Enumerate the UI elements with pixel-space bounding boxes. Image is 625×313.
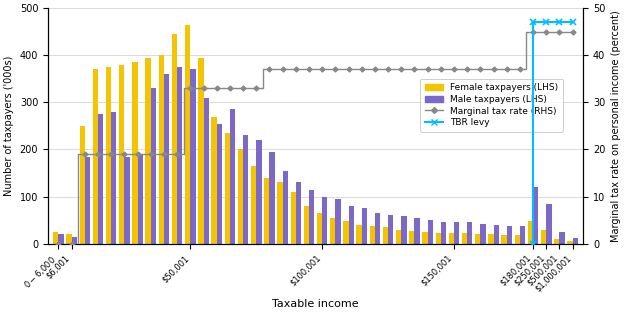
Bar [428,220,433,244]
Bar [124,156,129,244]
Bar [291,192,296,244]
Bar [164,74,169,244]
Bar [467,223,472,244]
Bar [362,208,367,244]
Bar [230,110,235,244]
Bar [185,25,191,244]
Bar [317,213,322,244]
Bar [436,233,441,244]
Bar [85,156,90,244]
Bar [494,225,499,244]
Y-axis label: Marginal tax rate on personal income (percent): Marginal tax rate on personal income (pe… [611,10,621,242]
Bar [191,69,196,244]
Bar [520,226,525,244]
Bar [475,234,481,244]
Bar [204,98,209,244]
Bar [514,235,520,244]
Bar [217,124,222,244]
Bar [441,222,446,244]
Bar [119,65,124,244]
Bar [336,199,341,244]
Bar [304,206,309,244]
Bar [382,227,388,244]
Bar [401,216,406,244]
Bar [159,55,164,244]
Bar [177,67,182,244]
Bar [151,88,156,244]
Bar [568,241,572,244]
Bar [369,226,375,244]
Bar [541,229,546,244]
Bar [59,234,64,244]
Bar [375,213,380,244]
Bar [396,229,401,244]
Bar [414,218,420,244]
Bar [554,239,559,244]
Bar [481,224,486,244]
Bar [322,197,328,244]
Bar [251,166,256,244]
Bar [572,238,578,244]
Bar [269,152,275,244]
Bar [309,189,314,244]
Bar [501,235,507,244]
Bar [132,62,138,244]
Bar [66,234,72,244]
Bar [454,223,459,244]
Legend: Female taxpayers (LHS), Male taxpayers (LHS), Marginal tax rate (RHS), TBR levy: Female taxpayers (LHS), Male taxpayers (… [420,79,562,132]
Bar [343,221,349,244]
Bar [172,34,177,244]
Bar [507,226,512,244]
Bar [388,215,393,244]
Bar [198,58,204,244]
Y-axis label: Number of taxpayers ('000s): Number of taxpayers ('000s) [4,56,14,196]
Bar [330,218,336,244]
Bar [462,233,467,244]
Bar [449,233,454,244]
Bar [488,234,494,244]
Bar [138,154,143,244]
Bar [72,237,77,244]
Bar [296,182,301,244]
Bar [559,232,565,244]
Bar [211,116,217,244]
Bar [422,232,428,244]
Bar [264,178,269,244]
Bar [256,140,261,244]
Bar [79,126,85,244]
Bar [224,133,230,244]
Bar [356,225,362,244]
Bar [53,232,59,244]
X-axis label: Taxable income: Taxable income [272,299,359,309]
Bar [92,69,98,244]
Bar [106,67,111,244]
Bar [533,187,538,244]
Bar [349,206,354,244]
Bar [409,230,414,244]
Bar [146,58,151,244]
Bar [282,171,288,244]
Bar [111,112,116,244]
Bar [243,135,248,244]
Bar [98,114,103,244]
Bar [238,150,243,244]
Bar [528,221,533,244]
Bar [278,182,282,244]
Bar [546,204,551,244]
